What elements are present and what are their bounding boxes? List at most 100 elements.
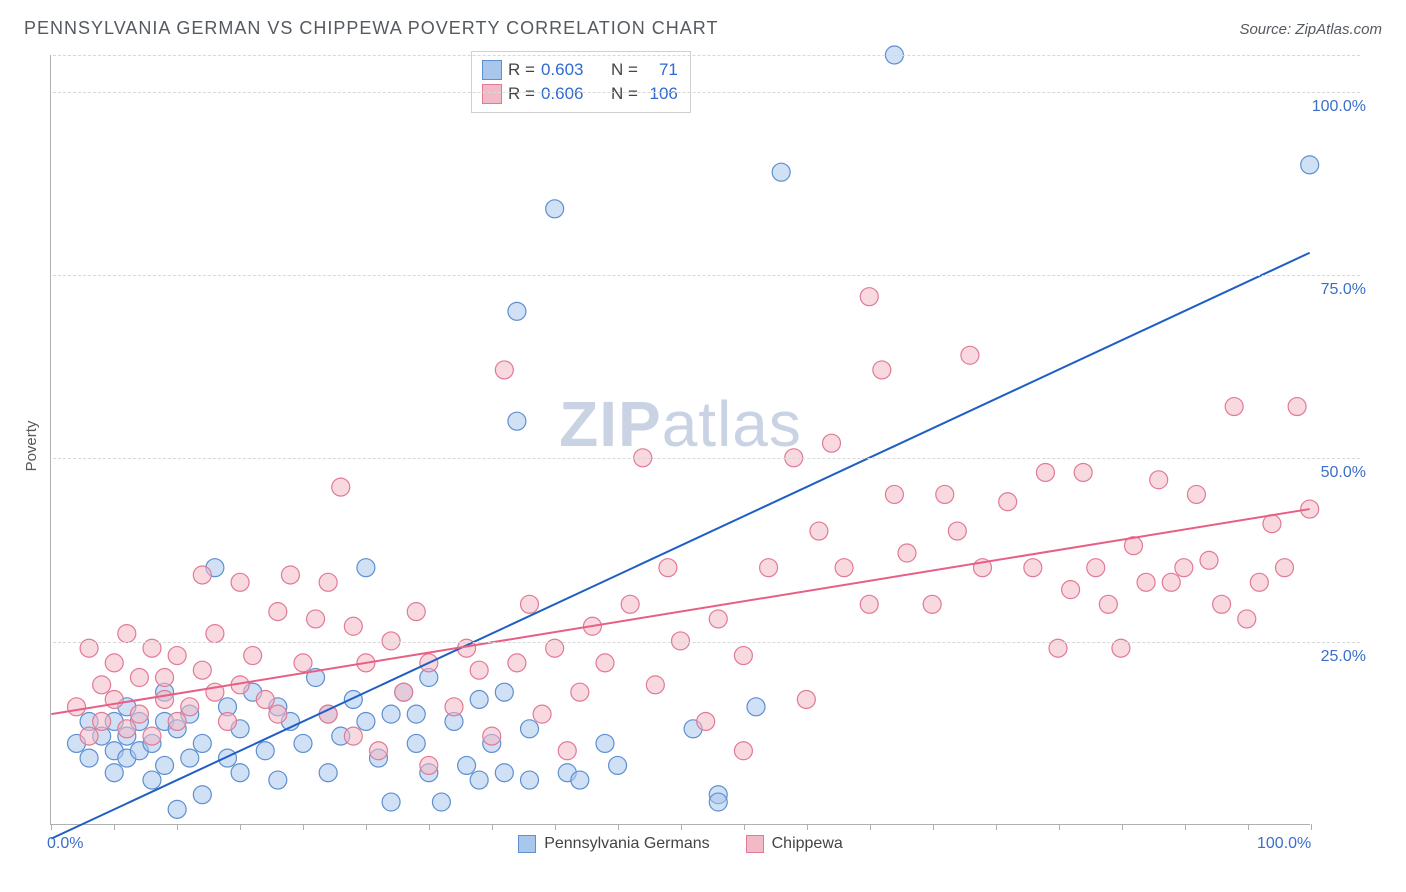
data-point: [621, 595, 639, 613]
gridline: [53, 275, 1360, 276]
legend-stats-row: R = 0.603 N = 71: [482, 58, 678, 82]
data-point: [470, 661, 488, 679]
data-point: [332, 478, 350, 496]
x-tick-mark: [51, 824, 52, 830]
data-point: [344, 691, 362, 709]
y-tick-label: 75.0%: [1321, 281, 1366, 299]
legend-swatch: [518, 835, 536, 853]
data-point: [923, 595, 941, 613]
x-tick-mark: [303, 824, 304, 830]
data-point: [307, 610, 325, 628]
data-point: [1036, 463, 1054, 481]
data-point: [344, 617, 362, 635]
data-point: [709, 610, 727, 628]
legend-r-value: 0.603: [541, 58, 595, 82]
legend-stats-row: R = 0.606N = 106: [482, 82, 678, 106]
x-tick-mark: [807, 824, 808, 830]
x-tick-mark: [177, 824, 178, 830]
data-point: [546, 200, 564, 218]
data-point: [571, 771, 589, 789]
data-point: [508, 302, 526, 320]
data-point: [1024, 559, 1042, 577]
x-tick-mark: [240, 824, 241, 830]
data-point: [810, 522, 828, 540]
legend-r-label: R =: [508, 58, 535, 82]
data-point: [105, 654, 123, 672]
data-point: [508, 654, 526, 672]
data-point: [1225, 398, 1243, 416]
legend-series-item: Pennsylvania Germans: [518, 835, 709, 853]
header: PENNSYLVANIA GERMAN VS CHIPPEWA POVERTY …: [24, 18, 1382, 39]
data-point: [1213, 595, 1231, 613]
x-tick-mark: [1122, 824, 1123, 830]
data-point: [344, 727, 362, 745]
chart-title: PENNSYLVANIA GERMAN VS CHIPPEWA POVERTY …: [24, 18, 718, 39]
data-point: [1238, 610, 1256, 628]
x-tick-mark: [429, 824, 430, 830]
data-point: [269, 603, 287, 621]
legend-swatch: [746, 835, 764, 853]
data-point: [1175, 559, 1193, 577]
trend-line: [51, 253, 1309, 839]
data-point: [370, 742, 388, 760]
y-tick-label: 25.0%: [1321, 648, 1366, 666]
data-point: [508, 412, 526, 430]
legend-r-value: 0.606: [541, 82, 595, 106]
data-point: [1301, 500, 1319, 518]
legend-n-label: N =: [611, 82, 638, 106]
data-point: [1062, 581, 1080, 599]
data-point: [835, 559, 853, 577]
data-point: [558, 742, 576, 760]
data-point: [407, 603, 425, 621]
data-point: [734, 742, 752, 760]
data-point: [357, 712, 375, 730]
legend-n-label: N =: [611, 58, 638, 82]
data-point: [156, 669, 174, 687]
data-point: [156, 756, 174, 774]
plot-area: ZIPatlas R = 0.603N = 71R = 0.606N = 106…: [50, 55, 1310, 825]
data-point: [256, 742, 274, 760]
data-point: [533, 705, 551, 723]
data-point: [395, 683, 413, 701]
data-point: [1162, 573, 1180, 591]
data-point: [772, 163, 790, 181]
data-point: [659, 559, 677, 577]
data-point: [609, 756, 627, 774]
data-point: [143, 771, 161, 789]
legend-series-item: Chippewa: [746, 835, 843, 853]
data-point: [80, 749, 98, 767]
data-point: [936, 485, 954, 503]
data-point: [319, 573, 337, 591]
gridline: [53, 55, 1360, 56]
data-point: [948, 522, 966, 540]
legend-series-label: Pennsylvania Germans: [544, 835, 709, 853]
x-tick-mark: [555, 824, 556, 830]
x-tick-mark: [996, 824, 997, 830]
data-point: [231, 573, 249, 591]
legend-stats: R = 0.603N = 71R = 0.606N = 106: [471, 51, 691, 113]
gridline: [53, 458, 1360, 459]
data-point: [797, 691, 815, 709]
trend-line: [51, 509, 1309, 714]
data-point: [495, 361, 513, 379]
data-point: [999, 493, 1017, 511]
y-tick-label: 50.0%: [1321, 464, 1366, 482]
legend-r-label: R =: [508, 82, 535, 106]
data-point: [521, 771, 539, 789]
data-point: [495, 683, 513, 701]
data-point: [420, 756, 438, 774]
x-tick-mark: [1248, 824, 1249, 830]
data-point: [571, 683, 589, 701]
legend-n-value: 71: [644, 58, 678, 82]
legend-series-label: Chippewa: [772, 835, 843, 853]
data-point: [885, 485, 903, 503]
data-point: [319, 764, 337, 782]
x-tick-mark: [744, 824, 745, 830]
data-point: [1087, 559, 1105, 577]
data-point: [382, 705, 400, 723]
data-point: [219, 712, 237, 730]
data-point: [193, 566, 211, 584]
data-point: [407, 734, 425, 752]
x-tick-label: 100.0%: [1257, 835, 1311, 853]
data-point: [860, 288, 878, 306]
